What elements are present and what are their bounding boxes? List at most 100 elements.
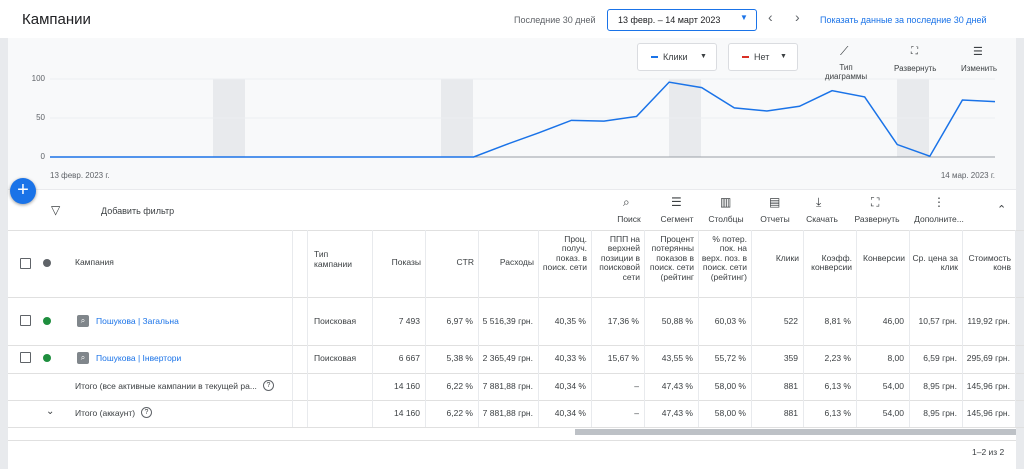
cell: 17,36 % xyxy=(607,316,639,326)
chart-type-icon[interactable]: ⟋ xyxy=(840,44,849,58)
row-line xyxy=(8,297,1024,298)
y-tick-label: 100 xyxy=(32,74,46,83)
cell: 40,35 % xyxy=(554,316,586,326)
filter-icon[interactable]: ▽ xyxy=(51,203,61,217)
total-name: Итого (аккаунт) xyxy=(75,408,136,418)
cell: – xyxy=(634,381,639,391)
search-icon: ⌕ xyxy=(77,315,89,327)
x-tick-label: 13 февр. 2023 г. xyxy=(50,171,109,180)
toolbar-icon[interactable]: ⌕ xyxy=(623,195,630,209)
header-checkbox[interactable] xyxy=(20,258,31,269)
line xyxy=(50,81,996,158)
toolbar-icon[interactable]: ▥ xyxy=(720,195,732,209)
edit-icon[interactable]: ☰ xyxy=(973,46,983,58)
cell: 10,57 грн. xyxy=(918,316,957,326)
row-checkbox[interactable] xyxy=(20,352,31,363)
expand-icon[interactable]: ⛶ xyxy=(911,46,918,57)
expand-label: Развернуть xyxy=(894,64,937,73)
prev-button[interactable]: ‹ xyxy=(768,9,773,25)
cell: 8,95 грн. xyxy=(923,381,957,391)
col-line xyxy=(644,230,645,427)
cell: 5 516,39 грн. xyxy=(482,316,533,326)
col-line xyxy=(803,230,804,427)
cell: 295,69 грн. xyxy=(966,353,1010,363)
header-type: Тип кампании xyxy=(314,250,352,269)
cell: 54,00 xyxy=(882,408,904,418)
cell: 119,92 грн. xyxy=(967,316,1010,326)
status-dot xyxy=(43,317,51,325)
chart-bg xyxy=(8,38,1016,190)
cell: 5,38 % xyxy=(446,353,473,363)
row-line xyxy=(8,230,1024,231)
right-gutter xyxy=(1016,38,1024,469)
row-line xyxy=(8,400,1024,401)
cell: 7 881,88 грн. xyxy=(482,408,533,418)
metric1-swatch xyxy=(651,56,658,58)
expand-chevron[interactable]: ⌄ xyxy=(46,406,55,417)
help-icon: ? xyxy=(263,380,274,391)
toolbar-icon[interactable]: ▤ xyxy=(769,195,781,209)
col-line xyxy=(751,230,752,427)
header-cell: Коэфф. конверсии xyxy=(811,253,852,272)
header-cell: % потер. пок. на верх. поз. в поиск. сет… xyxy=(701,234,747,282)
filter-label[interactable]: Добавить фильтр xyxy=(101,206,175,216)
metric2-dropdown[interactable] xyxy=(728,43,798,71)
cell: 8,95 грн. xyxy=(923,408,957,418)
header-status xyxy=(43,259,51,267)
dropdown-arrow: ▼ xyxy=(740,13,748,22)
next-button[interactable]: › xyxy=(795,9,800,25)
toolbar-label: Скачать xyxy=(806,214,838,224)
header-cell: Расходы xyxy=(499,258,534,268)
left-gutter xyxy=(0,38,8,469)
toolbar-icon[interactable]: ⤓ xyxy=(816,195,822,209)
help-icon: ? xyxy=(141,407,152,418)
cell: 6,22 % xyxy=(446,408,473,418)
recent-link[interactable]: Показать данные за последние 30 дней xyxy=(820,15,987,25)
cell: 8,81 % xyxy=(824,316,851,326)
col-line xyxy=(307,230,308,427)
col-line xyxy=(478,230,479,427)
toolbar-label: Дополните... xyxy=(914,214,964,224)
y-tick-label: 0 xyxy=(41,152,46,161)
row-checkbox[interactable] xyxy=(20,315,31,326)
cell: 14 160 xyxy=(394,381,420,391)
cell: 881 xyxy=(783,408,798,418)
col-line xyxy=(591,230,592,427)
cell: 40,34 % xyxy=(554,408,586,418)
col-line xyxy=(372,230,373,427)
cell: 60,03 % xyxy=(714,316,746,326)
date-dropdown[interactable] xyxy=(607,9,757,31)
col-line xyxy=(909,230,910,427)
campaign-name[interactable]: Пошукова | Інвертори xyxy=(96,353,182,363)
chart-type-label: Тип диаграммы xyxy=(824,63,868,81)
cell: 6,13 % xyxy=(824,408,851,418)
cell: 8,00 xyxy=(887,353,904,363)
page-title: Кампании xyxy=(22,11,91,28)
toolbar-icon[interactable]: ⛶ xyxy=(871,195,880,209)
header-cell: CTR xyxy=(456,258,474,268)
cell: 14 160 xyxy=(394,408,420,418)
cell: 47,43 % xyxy=(661,381,693,391)
cell: 145,96 грн. xyxy=(966,381,1010,391)
toolbar-icon[interactable]: ⋮ xyxy=(933,195,945,209)
cell: 522 xyxy=(783,316,798,326)
toolbar-label: Поиск xyxy=(617,214,641,224)
row-line xyxy=(8,373,1024,374)
metric2-swatch xyxy=(742,56,749,58)
cell: 55,72 % xyxy=(714,353,746,363)
campaign-type: Поисковая xyxy=(314,316,357,326)
cell: 145,96 грн. xyxy=(966,408,1010,418)
scrollbar[interactable] xyxy=(575,429,1016,435)
cell: 6,22 % xyxy=(446,381,473,391)
toolbar-icon[interactable]: ☰ xyxy=(671,195,682,209)
toolbar-label: Отчеты xyxy=(760,214,790,224)
date-range: 13 февр. – 14 март 2023 xyxy=(618,15,721,25)
y-tick-label: 50 xyxy=(36,113,45,122)
row-line xyxy=(8,427,1024,428)
collapse-button[interactable]: ⌃ xyxy=(997,204,1007,216)
cell: 2,23 % xyxy=(824,353,851,363)
add-button[interactable]: + xyxy=(10,178,36,204)
metric1-dropdown[interactable] xyxy=(637,43,717,71)
campaign-name[interactable]: Пошукова | Загальна xyxy=(96,316,179,326)
